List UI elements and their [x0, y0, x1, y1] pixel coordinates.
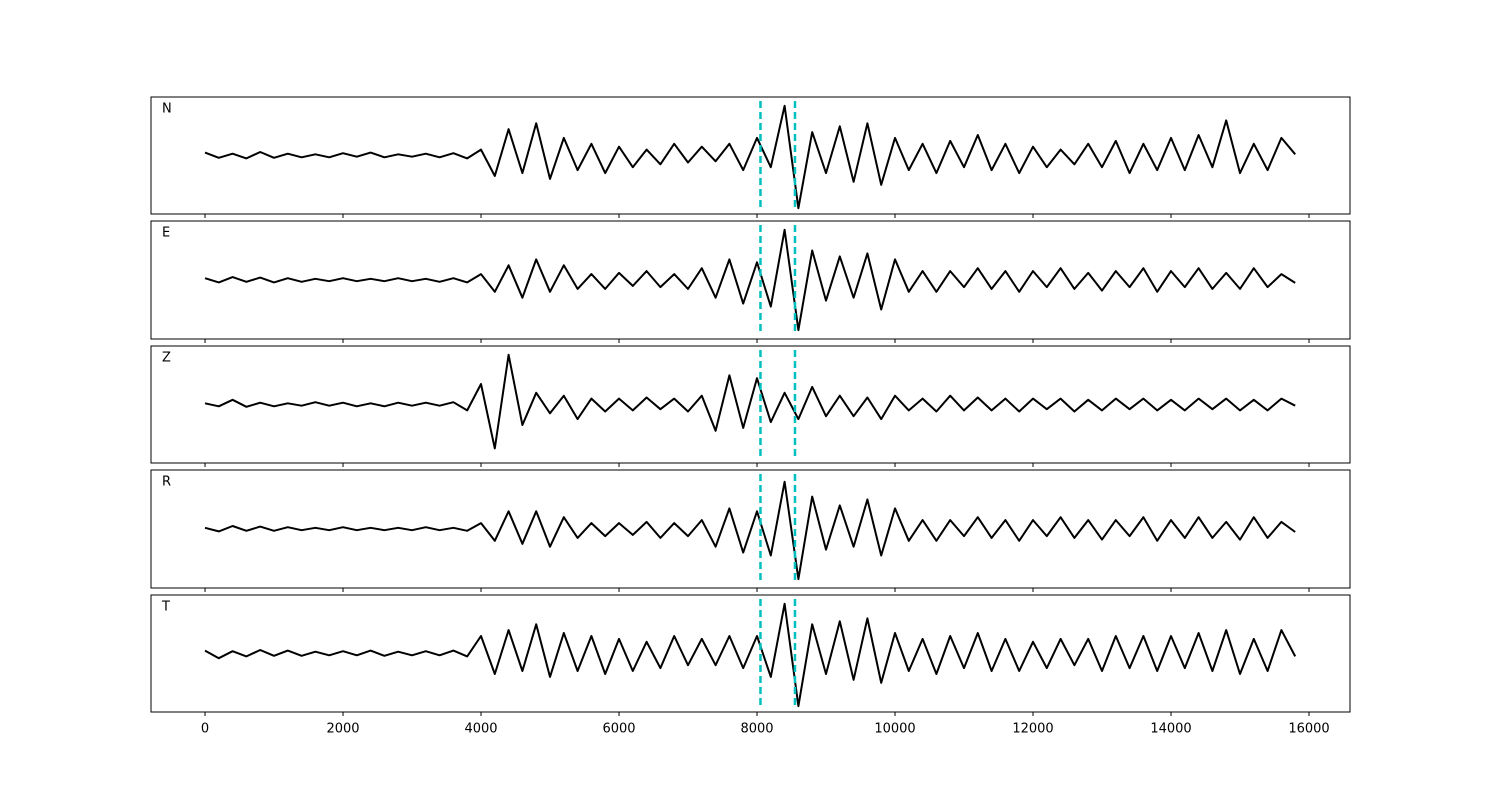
trace	[204, 104, 1296, 210]
panel-frame	[150, 345, 1351, 464]
panel-label: E	[162, 226, 170, 241]
panel-label: R	[162, 475, 171, 490]
x-tick-label: 6000	[602, 722, 635, 737]
x-tick-label: 0	[201, 722, 209, 737]
trace	[204, 602, 1297, 708]
panel-label: N	[162, 102, 172, 117]
panel-label: Z	[162, 351, 171, 366]
x-tick-label: 2000	[326, 722, 359, 737]
x-tick-label: 8000	[740, 722, 773, 737]
trace	[204, 228, 1296, 332]
x-tick-label: 4000	[464, 722, 497, 737]
x-tick-label: 16000	[1288, 722, 1329, 737]
panel-frame	[150, 594, 1351, 713]
panel-label: T	[161, 600, 170, 615]
panel-frame	[150, 469, 1351, 589]
x-tick-label: 12000	[1012, 722, 1053, 737]
x-tick-label: 14000	[1150, 722, 1191, 737]
trace	[204, 480, 1296, 581]
trace	[204, 353, 1296, 450]
panel-frame	[150, 220, 1351, 340]
x-tick-label: 10000	[874, 722, 915, 737]
panel-frame	[150, 96, 1351, 215]
